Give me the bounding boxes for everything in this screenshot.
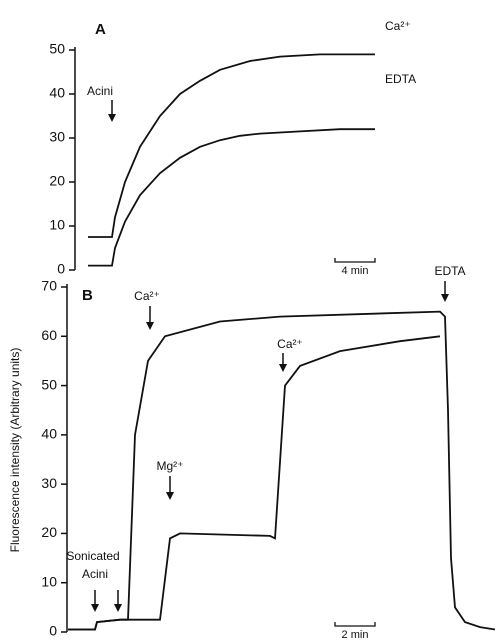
arrow-head — [108, 114, 116, 122]
scale-bar-label: 4 min — [342, 265, 369, 277]
arrow-head — [441, 294, 449, 302]
series-label: Ca²⁺ — [385, 19, 411, 33]
y-tick-label: 70 — [41, 278, 57, 294]
y-tick-label: 50 — [41, 376, 57, 392]
y-tick-label: 30 — [41, 475, 57, 491]
annotation: Acini — [87, 84, 113, 98]
arrow-head — [114, 604, 122, 612]
y-tick-label: 0 — [57, 261, 65, 277]
arrow-head — [279, 364, 287, 372]
annotation: Acini — [82, 567, 108, 581]
scale-bar-label: 2 min — [342, 629, 369, 640]
y-tick-label: 60 — [41, 327, 57, 343]
annotation: Mg²⁺ — [157, 459, 184, 473]
arrow-head — [91, 604, 99, 612]
panel-label: A — [95, 21, 106, 38]
y-tick-label: 50 — [49, 41, 65, 57]
series-label: EDTA — [385, 72, 416, 86]
arrow-head — [146, 322, 154, 330]
panel-label: B — [82, 287, 93, 304]
y-tick-label: 10 — [41, 573, 57, 589]
data-line — [68, 310, 496, 631]
y-axis-label: Fluorescence intensity (Arbitrary units) — [8, 348, 22, 553]
y-tick-label: 20 — [49, 173, 65, 189]
y-tick-label: 0 — [49, 623, 57, 639]
scale-bar — [334, 622, 376, 627]
data-line — [68, 335, 441, 631]
scale-bar — [334, 258, 376, 263]
annotation: Sonicated — [66, 549, 119, 563]
data-line — [88, 53, 375, 238]
data-line — [88, 128, 375, 267]
annotation: Ca²⁺ — [277, 337, 303, 351]
annotation: EDTA — [434, 264, 465, 278]
y-tick-label: 40 — [41, 426, 57, 442]
y-tick-label: 10 — [49, 217, 65, 233]
annotation: Ca²⁺ — [134, 289, 160, 303]
arrow-head — [166, 492, 174, 500]
y-tick-label: 30 — [49, 129, 65, 145]
y-tick-label: 20 — [41, 524, 57, 540]
y-tick-label: 40 — [49, 85, 65, 101]
